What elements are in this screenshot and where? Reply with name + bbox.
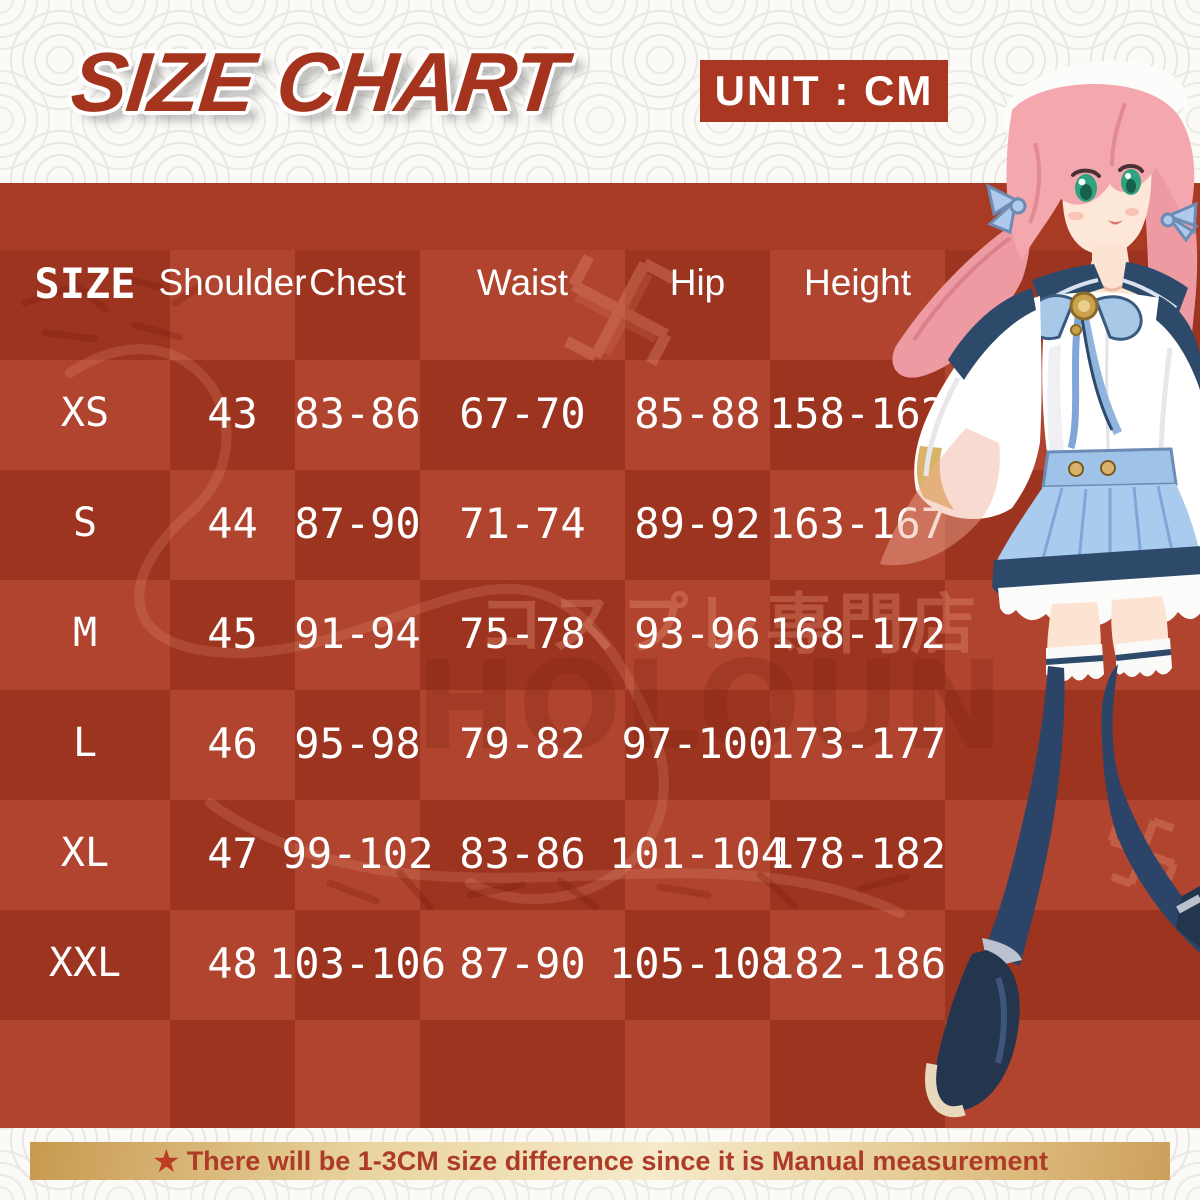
shop-watermark-text: コスプレ専門店 xyxy=(478,586,982,663)
size-label: S xyxy=(72,500,98,546)
table-cell: 67-70 xyxy=(459,388,586,438)
table-cell: 48 xyxy=(207,938,258,988)
table-cell: 93-96 xyxy=(634,608,761,658)
column-header-hip: Hip xyxy=(669,262,726,303)
table-cell: 45 xyxy=(207,608,258,658)
size-label: XXL xyxy=(48,940,122,986)
handwriting-watermark xyxy=(21,274,910,918)
table-cell: 44 xyxy=(207,498,258,548)
checker-column xyxy=(420,250,625,1128)
size-label: M xyxy=(72,610,98,656)
checker-column xyxy=(625,250,770,1128)
column-header-size: SIZE xyxy=(34,258,136,308)
column-header-height: Height xyxy=(804,262,911,303)
checker-column xyxy=(0,250,170,1128)
swirl-crest-icon xyxy=(564,254,676,366)
table-cell: 71-74 xyxy=(459,498,586,548)
measurement-note-banner: ★ There will be 1-3CM size difference si… xyxy=(30,1142,1170,1180)
table-cell: 101-104 xyxy=(609,828,787,878)
table-cell: 97-100 xyxy=(621,718,774,768)
table-cell: 85-88 xyxy=(634,388,761,438)
table-cell: 95-98 xyxy=(294,718,421,768)
column-header-chest: Chest xyxy=(309,262,406,303)
table-cell: 43 xyxy=(207,388,258,438)
table-cell: 83-86 xyxy=(459,828,586,878)
size-label: L xyxy=(72,720,98,766)
size-label: XS xyxy=(60,390,110,436)
table-cell: 46 xyxy=(207,718,258,768)
table-cell: 91-94 xyxy=(294,608,421,658)
table-cell: 168-172 xyxy=(769,608,947,658)
swirl-crest-icon xyxy=(1107,817,1178,888)
table-cell: 47 xyxy=(207,828,258,878)
column-header-shoulder: Shoulder xyxy=(158,262,307,303)
checker-column xyxy=(295,250,420,1128)
table-cell: 158-162 xyxy=(769,388,947,438)
table-cell: 103-106 xyxy=(269,938,447,988)
table-cell: 83-86 xyxy=(294,388,421,438)
table-cell: 75-78 xyxy=(459,608,586,658)
brand-watermark-text: HOLOUN xyxy=(415,635,1006,777)
table-cell: 173-177 xyxy=(769,718,947,768)
size-label: XL xyxy=(60,830,110,876)
star-icon: ★ xyxy=(152,1142,181,1180)
table-cell: 105-108 xyxy=(609,938,787,988)
column-header-waist: Waist xyxy=(476,262,569,303)
unit-badge: UNIT : CM xyxy=(700,60,948,122)
table-cell: 182-186 xyxy=(769,938,947,988)
table-cell: 87-90 xyxy=(459,938,586,988)
measurement-note-text: There will be 1-3CM size difference sinc… xyxy=(186,1145,1048,1176)
checker-column xyxy=(170,250,295,1128)
size-table-header: SIZE Shoulder Chest Waist Hip Height xyxy=(0,248,945,318)
table-cell: 79-82 xyxy=(459,718,586,768)
page-title: SIZE CHART xyxy=(67,35,570,129)
table-cell: 87-90 xyxy=(294,498,421,548)
table-cell: 99-102 xyxy=(281,828,434,878)
table-cell: 178-182 xyxy=(769,828,947,878)
table-cell: 163-167 xyxy=(769,498,947,548)
size-table-body: XS 43 83-86 67-70 85-88 158-162 S 44 87-… xyxy=(0,358,947,1018)
table-cell: 89-92 xyxy=(634,498,761,548)
